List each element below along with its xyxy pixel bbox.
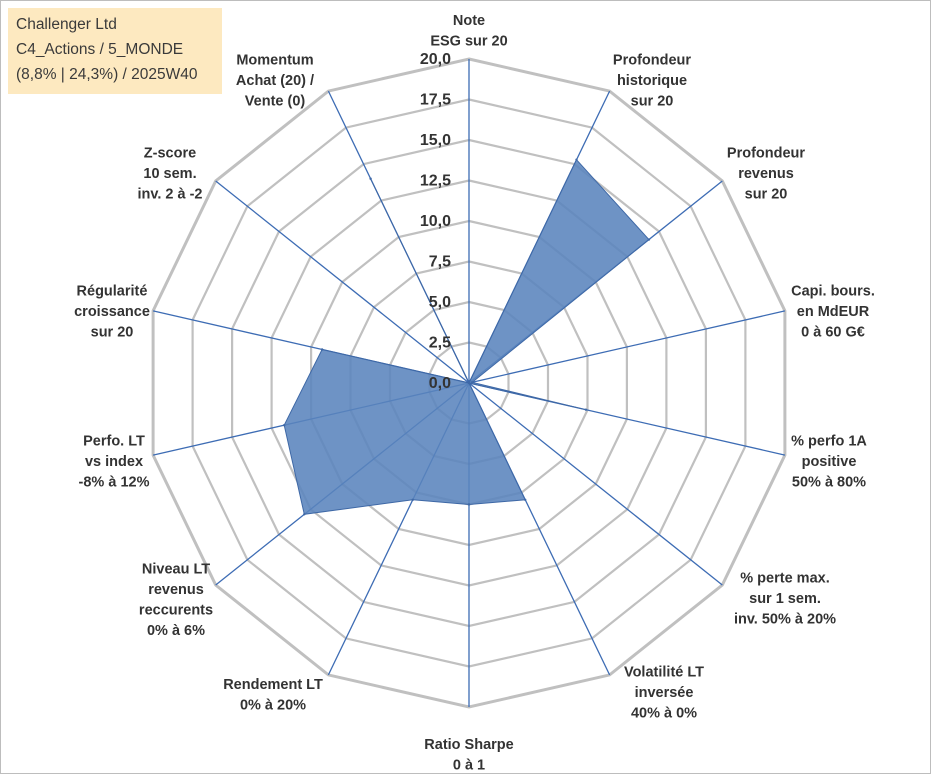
axis-label-line: Note	[453, 13, 485, 29]
axis-label-7: Ratio Sharpe 0 à 1	[424, 737, 513, 774]
tick-label: 20,0	[420, 51, 451, 68]
axis-label-11: Régularité croissance sur 20	[74, 284, 150, 341]
axis-label-line: Capi. bours.	[791, 284, 875, 300]
axis-label-line: revenus	[148, 582, 204, 598]
axis-label-line: Momentum	[236, 53, 313, 69]
axis-label-0: Note ESG sur 20	[430, 13, 507, 50]
data-point-7	[467, 503, 471, 506]
axis-label-line: vs index	[85, 454, 143, 470]
axis-label-line: positive	[802, 454, 857, 470]
data-point-11	[320, 348, 324, 351]
axis-label-9: Niveau LT revenus reccurents 0% à 6%	[139, 561, 213, 639]
data-point-13	[369, 177, 372, 180]
axis-label-10: Perfo. LT vs index -8% à 12%	[79, 434, 150, 491]
axis-label-2: Profondeur revenus sur 20	[727, 146, 805, 203]
performance-period: (8,8% | 24,3%) / 2025W40	[16, 66, 198, 83]
axis-label-line: Profondeur	[727, 146, 805, 162]
data-point-10	[283, 424, 286, 427]
axis-label-line: Niveau LT	[142, 561, 210, 577]
axis-label-line: Z-score	[144, 146, 196, 162]
axis-label-line: 0% à 6%	[147, 623, 205, 639]
axis-label-line: Ratio Sharpe	[424, 737, 513, 753]
axis-label-1: Profondeur historique sur 20	[613, 53, 691, 110]
axis-label-12: Z-score 10 sem. inv. 2 à -2	[137, 146, 202, 203]
radar-tick-labels: 0,0 2,5 5,0 7,5 10,0 12,5 15,0 17,5 20,0	[420, 51, 451, 392]
axis-label-line: 0% à 20%	[240, 697, 306, 713]
tick-label: 12,5	[420, 173, 451, 190]
axis-label-line: Volatilité LT	[624, 665, 704, 681]
axis-label-line: inv. 2 à -2	[137, 187, 202, 203]
axis-label-6: Volatilité LT inversée 40% à 0%	[624, 665, 704, 722]
data-point-3	[471, 381, 474, 384]
data-point-1	[575, 158, 578, 161]
axis-label-5: % perte max. sur 1 sem. inv. 50% à 20%	[734, 571, 836, 628]
tick-label: 10,0	[420, 213, 451, 230]
axis-label-line: sur 20	[631, 94, 674, 110]
axis-label-line: en MdEUR	[797, 304, 870, 320]
data-point-12	[467, 381, 471, 385]
spoke-5	[468, 382, 723, 586]
radar-series	[283, 158, 651, 516]
axis-label-line: revenus	[738, 166, 794, 182]
axis-label-line: reccurents	[139, 602, 213, 618]
axis-label-line: Profondeur	[613, 53, 691, 69]
axis-label-line: 0 à 60 G€	[801, 325, 865, 341]
tick-label: 17,5	[420, 92, 451, 109]
axis-label-line: inversée	[635, 685, 694, 701]
series-area-0	[283, 158, 650, 515]
data-point-8	[411, 498, 414, 501]
axis-label-line: -8% à 12%	[79, 475, 150, 491]
tick-label: 15,0	[420, 132, 451, 149]
axis-label-line: sur 20	[91, 325, 134, 341]
data-point-4	[584, 408, 588, 411]
axis-label-line: % perte max.	[740, 571, 829, 587]
axis-label-line: % perfo 1A	[791, 434, 867, 450]
axis-label-line: inv. 50% à 20%	[734, 612, 836, 628]
axis-label-line: Achat (20) /	[236, 73, 314, 89]
axis-label-line: Perfo. LT	[83, 434, 145, 450]
data-point-9	[303, 513, 306, 516]
axis-label-line: sur 20	[745, 187, 788, 203]
axis-label-13: Momentum Achat (20) / Vente (0)	[236, 53, 314, 110]
axis-label-line: croissance	[74, 304, 150, 320]
company-name: Challenger Ltd	[16, 16, 117, 33]
data-point-6	[524, 498, 527, 501]
data-point-2	[647, 238, 651, 241]
axis-label-line: Rendement LT	[223, 677, 323, 693]
axis-label-line: ESG sur 20	[430, 34, 507, 50]
tick-label: 5,0	[429, 294, 451, 311]
axis-label-line: sur 1 sem.	[749, 591, 821, 607]
axis-label-line: 10 sem.	[143, 166, 196, 182]
axis-label-line: 50% à 80%	[792, 475, 866, 491]
radar-axis-labels: Note ESG sur 20 Profondeur historique sur 20…	[74, 13, 875, 774]
axis-label-line: 0 à 1	[453, 758, 485, 774]
axis-label-line: Régularité	[77, 284, 148, 300]
tick-label: 2,5	[429, 335, 451, 352]
axis-label-8: Rendement LT 0% à 20%	[223, 677, 323, 714]
portfolio-category: C4_Actions / 5_MONDE	[16, 41, 184, 58]
axis-label-line: 40% à 0%	[631, 706, 697, 722]
axis-label-4: % perfo 1A positive 50% à 80%	[791, 434, 867, 491]
tick-label: 0,0	[429, 375, 451, 392]
axis-label-3: Capi. bours. en MdEUR 0 à 60 G€	[791, 284, 875, 341]
axis-label-line: historique	[617, 73, 687, 89]
spoke-3	[468, 310, 786, 384]
spoke-12	[215, 180, 470, 384]
tick-label: 7,5	[429, 254, 451, 271]
axis-label-line: Vente (0)	[245, 94, 306, 110]
info-box: Challenger Ltd C4_Actions / 5_MONDE (8,8…	[8, 8, 222, 94]
